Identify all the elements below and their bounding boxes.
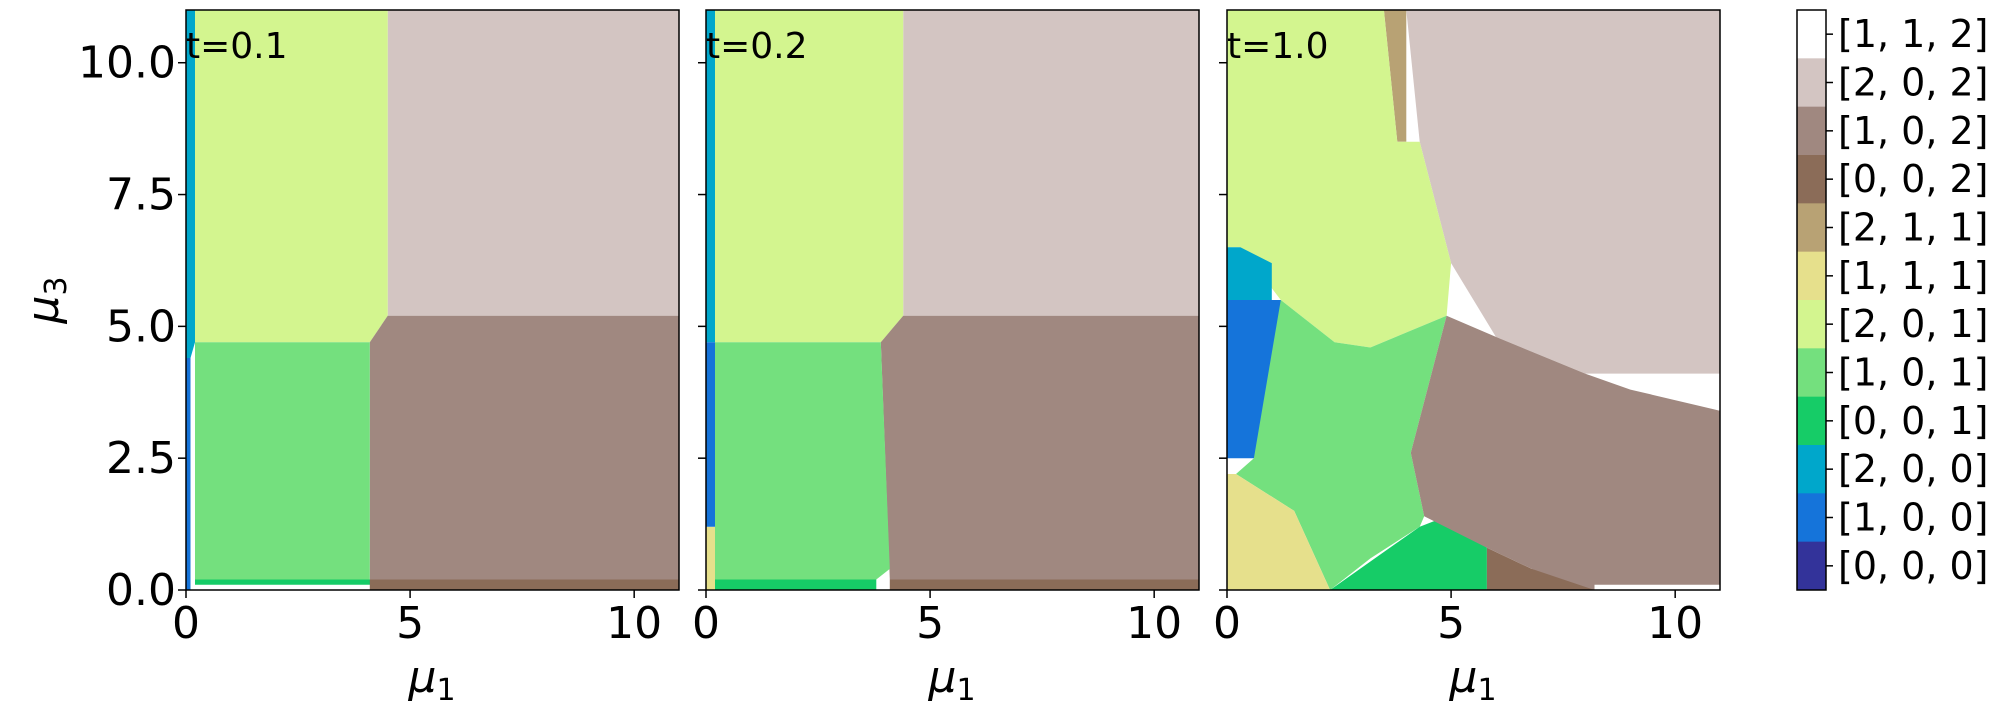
y-tick-label: 0.0 — [106, 565, 176, 616]
y-tick-label: 7.5 — [106, 170, 176, 221]
region-1-0-1 — [715, 342, 890, 580]
x-tick-label: 5 — [396, 598, 424, 649]
panel-1: 0 5 10 t=0.1 — [172, 9, 680, 649]
colorbar-segment — [1797, 348, 1826, 398]
x-axis-label-3: μ1 — [1448, 652, 1496, 708]
region-2-1-1 — [1383, 10, 1407, 142]
region-0-0-1 — [1330, 516, 1487, 590]
panel-3-frame — [1226, 9, 1721, 591]
colorbar-label: [1, 1, 1] — [1838, 254, 1989, 298]
region-1-1-2 — [1585, 373, 1720, 411]
panel-1-regions — [186, 10, 679, 590]
panel-1-annotation: t=0.1 — [186, 26, 288, 67]
region-0-0-2 — [369, 579, 679, 590]
region-1-0-2 — [369, 315, 679, 580]
colorbar-label: [2, 0, 0] — [1838, 447, 1989, 491]
region-1-1-1 — [706, 526, 715, 590]
region-1-0-0 — [186, 358, 191, 590]
region-0-0-1 — [715, 579, 877, 590]
y-tick-label: 5.0 — [106, 301, 176, 352]
region-1-1-2 — [1594, 584, 1720, 590]
panel-1-frame — [185, 9, 680, 591]
colorbar-label: [2, 0, 2] — [1838, 61, 1989, 105]
region-1-1-1 — [1227, 474, 1331, 590]
x-tick-label: 5 — [916, 598, 944, 649]
colorbar-frame — [1796, 9, 1827, 591]
colorbar-segment — [1797, 58, 1826, 108]
colorbar-segment — [1797, 10, 1826, 59]
colorbar-label: [1, 0, 0] — [1838, 496, 1989, 540]
y-tick-label: 2.5 — [106, 433, 176, 484]
colorbar-segment — [1797, 493, 1826, 543]
panel-1-ticks: 0 5 10 — [172, 61, 662, 649]
y-tick-label: 10.0 — [78, 38, 176, 89]
panel-3: 0 5 10 t=1.0 — [1213, 9, 1721, 649]
x-tick-label: 0 — [172, 598, 200, 649]
y-axis-label: μ3 — [18, 276, 74, 324]
x-tick-label: 5 — [1437, 598, 1465, 649]
colorbar-label: [0, 0, 1] — [1838, 399, 1989, 443]
region-1-0-1 — [1236, 300, 1447, 590]
colorbar: [1, 1, 2] [2, 0, 2][1, 0, 2][0, 0, 2] [2, … — [1796, 9, 1989, 591]
panel-3-annotation: t=1.0 — [1227, 26, 1329, 67]
region-2-0-0 — [1227, 247, 1272, 300]
colorbar-segment — [1797, 106, 1826, 156]
x-tick-label: 10 — [606, 598, 662, 649]
x-tick-label: 10 — [1647, 598, 1703, 649]
region-1-0-1 — [195, 342, 370, 580]
panel-2-regions — [706, 10, 1199, 590]
region-1-0-2 — [880, 315, 1199, 580]
region-0-0-1 — [195, 579, 384, 585]
panel-3-regions — [1227, 10, 1720, 590]
panel-2-frame — [705, 9, 1200, 591]
region-2-0-2 — [903, 10, 1199, 316]
panel-2-ticks: 0 5 10 — [692, 61, 1182, 649]
colorbar-segments — [1797, 10, 1826, 591]
colorbar-segment — [1797, 300, 1826, 349]
colorbar-segment — [1797, 155, 1826, 204]
colorbar-labels: [1, 1, 2] [2, 0, 2][1, 0, 2][0, 0, 2] [2, … — [1826, 12, 1989, 588]
region-1-0-0 — [706, 342, 715, 527]
x-tick-label: 0 — [1213, 598, 1241, 649]
colorbar-label: [2, 0, 1] — [1838, 302, 1989, 346]
colorbar-label: [0, 0, 2] — [1838, 157, 1989, 201]
region-2-0-1 — [715, 10, 904, 343]
colorbar-segment — [1797, 251, 1826, 301]
region-0-0-2 — [889, 579, 1199, 590]
colorbar-label: [1, 0, 2] — [1838, 109, 1989, 153]
region-2-0-1 — [195, 10, 388, 343]
colorbar-label: [1, 0, 1] — [1838, 351, 1989, 395]
panel-2: 0 5 10 t=0.2 — [692, 9, 1200, 649]
region-2-0-1 — [1227, 10, 1452, 348]
colorbar-label: [1, 1, 2] — [1838, 12, 1989, 56]
panel-2-annotation: t=0.2 — [706, 26, 808, 67]
x-tick-label: 10 — [1126, 598, 1182, 649]
region-1-0-2 — [1410, 315, 1720, 590]
x-tick-label: 0 — [692, 598, 720, 649]
colorbar-label: [0, 0, 0] — [1838, 544, 1989, 588]
y-axis: 0.0 2.5 5.0 7.5 10.0 — [78, 38, 176, 616]
x-axis-label-2: μ1 — [927, 652, 975, 708]
region-2-0-0 — [706, 10, 715, 343]
region-2-0-2 — [387, 10, 679, 316]
colorbar-label: [2, 1, 1] — [1838, 206, 1989, 250]
colorbar-segment — [1797, 541, 1826, 591]
region-2-0-0 — [186, 10, 195, 358]
panel-3-ticks: 0 5 10 — [1213, 61, 1703, 649]
colorbar-segment — [1797, 445, 1826, 494]
colorbar-segment — [1797, 396, 1826, 446]
x-axis-label-1: μ1 — [407, 652, 455, 708]
colorbar-segment — [1797, 203, 1826, 253]
region-2-0-2 — [1406, 10, 1720, 374]
